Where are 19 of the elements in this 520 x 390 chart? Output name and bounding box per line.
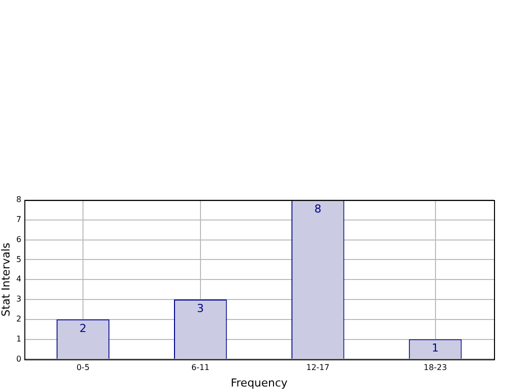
y-tick-label: 4: [16, 274, 22, 284]
y-tick-label: 6: [16, 234, 22, 244]
x-tick-label: 18-23: [424, 363, 447, 372]
x-axis-title: Frequency: [230, 376, 288, 390]
data-label: 1: [432, 342, 439, 355]
x-tick-label: 6-11: [191, 363, 210, 372]
y-axis-title: Stat Intervals: [0, 242, 12, 316]
x-tick-label: 0-5: [76, 363, 90, 372]
y-tick-label: 5: [16, 254, 22, 264]
y-tick-label: 8: [16, 195, 22, 204]
y-tick-label: 3: [16, 294, 22, 304]
data-label: 8: [314, 202, 322, 216]
y-tick-label: 1: [16, 334, 22, 344]
x-tick-label: 12-17: [306, 363, 330, 372]
data-label: 3: [196, 302, 204, 315]
data-label: 2: [80, 322, 87, 335]
y-tick-label: 7: [16, 214, 22, 224]
y-tick-label: 0: [16, 354, 22, 364]
y-tick-label: 2: [16, 314, 22, 324]
